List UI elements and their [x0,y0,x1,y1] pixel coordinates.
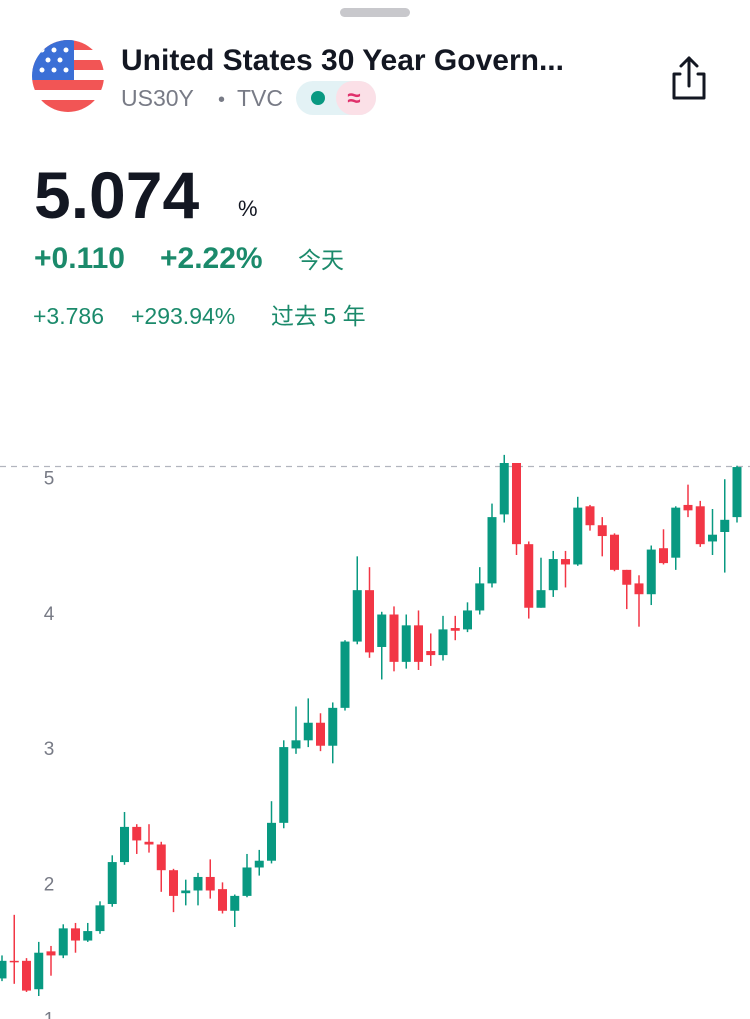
candle-body [389,614,399,662]
drag-handle[interactable] [340,8,410,17]
candle-body [622,569,632,585]
market-dot [311,91,325,105]
y-tick-label: 5 [44,469,55,490]
title: United States 30 Year Govern... [121,44,564,77]
status-badge-right [336,81,376,115]
change-5y-pct: +293.94% [131,303,235,329]
candle-body [438,629,448,656]
candle-body [267,822,276,861]
flag-icon [32,40,104,112]
candle-body [475,583,485,611]
price: 5.074 [34,158,199,232]
candle-body [58,928,68,956]
change-5y-period: 过去 5 年 [271,303,366,329]
candle-body [181,890,191,894]
candle-body [377,614,387,647]
separator: • [218,89,225,111]
candle-body [597,525,607,537]
candle-body [487,517,497,584]
candle-body [291,740,301,749]
candle-body [610,534,619,570]
candle-body [732,467,742,518]
candle-body [365,590,374,653]
candle-body [585,506,595,526]
candle-body [634,583,644,595]
candle-body [499,462,509,515]
candle-body [46,951,56,956]
badge-symbol: ≈ [347,85,360,112]
candle-body [242,867,252,896]
change-5y: +3.786 [33,303,104,329]
candle-body [205,876,215,891]
candle-body [144,841,154,845]
candle-body [352,590,362,642]
candle-body [328,707,338,746]
candle-body [671,507,681,558]
candle-body [463,610,472,630]
candle-body [71,928,80,941]
candle-body [303,722,313,741]
candle-body [512,462,521,545]
y-tick-label: 4 [44,604,55,625]
candle-body [524,544,534,608]
candle-body [120,826,129,863]
change-pct: +2.22% [160,242,263,275]
candle-body [548,559,558,591]
candle-body [340,641,350,708]
candle-body [414,625,423,662]
candle-body [95,905,105,932]
candle-body [193,876,203,891]
candle-body [695,506,705,545]
candle-body [230,895,240,911]
candle-body [0,960,7,979]
y-tick-label: 2 [44,874,55,895]
candle-body [22,960,31,991]
candle-body [279,747,289,823]
candle-body [401,625,411,662]
candle-body [83,931,93,941]
candle-body [683,504,693,511]
candle-body [426,651,436,656]
candle-body [254,860,264,868]
candle-body [573,507,583,565]
candle-body [720,519,730,532]
y-tick-label: 3 [44,739,55,760]
y-tick-label: 1 [44,1010,55,1019]
candle-body [708,534,717,542]
price-unit: % [238,196,258,221]
candle-body [561,559,570,565]
candle-body [132,826,142,841]
change-period: 今天 [298,247,344,273]
share-button[interactable] [672,56,706,100]
candle-body [659,548,668,564]
candle-body [218,889,227,911]
candle-body [450,628,460,631]
candle-body [646,549,656,595]
candle-body [107,862,117,905]
candle-body [316,722,325,746]
candle-body [536,590,546,608]
candle-body [169,870,178,896]
exchange: TVC [237,85,283,111]
candle-body [9,960,19,963]
change: +0.110 [34,242,125,275]
candle-body [34,952,44,990]
symbol: US30Y [121,85,194,111]
candle-body [156,844,166,871]
